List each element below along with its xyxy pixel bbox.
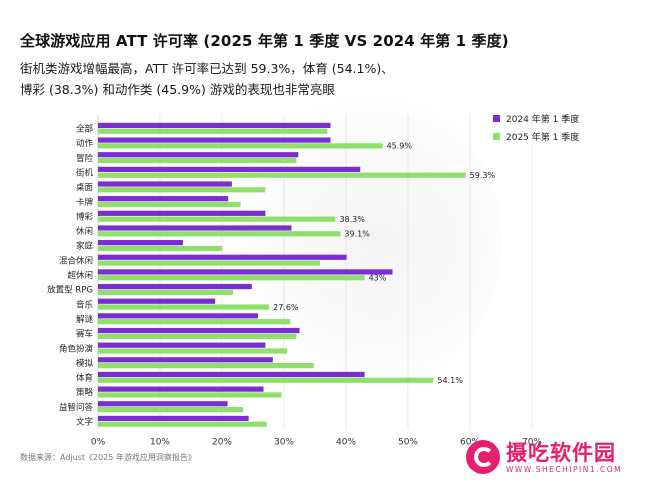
bar-2024 <box>98 225 292 231</box>
legend-label-2024: 2024 年第 1 季度 <box>506 114 580 125</box>
bar-2025 <box>98 363 314 369</box>
data-label: 27.6% <box>273 303 299 312</box>
bar-2025 <box>98 333 297 339</box>
category-label: 街机 <box>76 167 94 178</box>
bar-2024 <box>98 137 331 143</box>
category-label: 音乐 <box>76 299 94 310</box>
chart-subtitle: 街机类游戏增幅最高，ATT 许可率已达到 59.3%，体育 (54.1%)、 博… <box>20 58 580 100</box>
x-tick-label: 10% <box>150 438 170 448</box>
bar-2024 <box>98 401 228 407</box>
data-label: 45.9% <box>387 142 413 151</box>
subtitle-line-2: 博彩 (38.3%) 和动作类 (45.9%) 游戏的表现也非常亮眼 <box>20 82 335 97</box>
bar-2025 <box>98 245 222 252</box>
category-label: 赛车 <box>76 329 93 340</box>
category-label: 家庭 <box>76 241 94 252</box>
category-label: 卡牌 <box>76 197 94 208</box>
x-tick-label: 50% <box>398 438 418 448</box>
x-tick-label: 30% <box>274 438 294 448</box>
x-tick-label: 0% <box>91 438 106 448</box>
bar-2024 <box>98 166 361 172</box>
category-label: 体育 <box>76 373 93 384</box>
category-label: 策略 <box>76 387 94 398</box>
site-logo: 摄吃软件园 WWW.SHECHIPIN1.COM <box>466 440 622 474</box>
chart-title: 全球游戏应用 ATT 许可率 (2025 年第 1 季度 VS 2024 年第 … <box>20 32 509 50</box>
bar-2024 <box>98 386 264 392</box>
bar-2025 <box>98 187 266 193</box>
bar-2025 <box>98 275 365 281</box>
data-label: 59.3% <box>470 171 496 180</box>
bar-2025 <box>98 128 328 134</box>
legend: 2024 年第 1 季度 2025 年第 1 季度 <box>493 109 579 145</box>
legend-swatch-2024 <box>493 114 500 122</box>
category-label: 超休闲 <box>67 270 93 281</box>
bar-2025 <box>98 421 267 427</box>
source-note: 数据来源：Adjust《2025 年游戏应用洞察报告》 <box>20 453 196 462</box>
category-label: 混合休闲 <box>59 255 93 266</box>
x-tick-label: 70% <box>522 438 542 448</box>
bar-2024 <box>98 269 393 275</box>
category-label: 桌面 <box>76 182 94 193</box>
bar-2024 <box>98 254 347 260</box>
bar-2025 <box>98 143 383 149</box>
category-label: 动作 <box>76 138 94 149</box>
bar-2025 <box>98 216 336 222</box>
bar-2025 <box>98 406 244 413</box>
data-label: 38.3% <box>339 215 365 224</box>
bar-2024 <box>98 152 299 158</box>
data-label: 43% <box>369 274 387 283</box>
logo-icon <box>466 440 500 474</box>
category-label: 全部 <box>76 124 94 135</box>
legend-item-2024: 2024 年第 1 季度 <box>493 109 579 127</box>
bar-2024 <box>98 357 273 363</box>
bar-2024 <box>98 122 331 129</box>
subtitle-line-1: 街机类游戏增幅最高，ATT 许可率已达到 59.3%，体育 (54.1%)、 <box>20 61 394 76</box>
data-label: 54.1% <box>437 376 463 385</box>
bar-2025 <box>98 289 234 295</box>
bar-2025 <box>98 348 288 354</box>
bar-2024 <box>98 210 266 216</box>
x-tick-label: 60% <box>460 438 480 448</box>
bar-2025 <box>98 157 297 164</box>
bar-2025 <box>98 201 241 208</box>
legend-item-2025: 2025 年第 1 季度 <box>493 127 579 145</box>
category-label: 角色扮演 <box>59 343 94 354</box>
x-tick-label: 20% <box>212 438 232 448</box>
bar-2024 <box>98 298 216 304</box>
legend-label-2025: 2025 年第 1 季度 <box>506 132 580 143</box>
bar-2024 <box>98 181 232 187</box>
logo-url: WWW.SHECHIPIN1.COM <box>506 464 623 474</box>
bar-2025 <box>98 172 466 178</box>
bar-2024 <box>98 415 249 422</box>
bar-2025 <box>98 260 320 266</box>
bar-2025 <box>98 231 341 237</box>
category-label: 博彩 <box>76 211 94 222</box>
category-label: 益智问答 <box>59 402 94 413</box>
bar-2025 <box>98 304 270 310</box>
bar-2024 <box>98 196 229 202</box>
category-label: 放置型 RPG <box>47 285 93 296</box>
category-label: 文字 <box>76 417 93 428</box>
bar-2024 <box>98 342 266 348</box>
x-tick-label: 40% <box>336 438 356 448</box>
category-label: 模拟 <box>76 358 94 369</box>
bar-2024 <box>98 240 183 246</box>
logo-name: 摄吃软件园 <box>506 440 616 465</box>
bar-2024 <box>98 327 300 334</box>
bar-2024 <box>98 283 252 290</box>
data-label: 39.1% <box>344 230 370 239</box>
category-label: 解谜 <box>76 314 94 325</box>
category-label: 休闲 <box>76 226 93 237</box>
bar-2025 <box>98 377 434 383</box>
legend-swatch-2025 <box>493 132 500 140</box>
bar-2024 <box>98 371 365 378</box>
bar-2025 <box>98 319 291 325</box>
bar-2025 <box>98 392 282 398</box>
category-label: 冒险 <box>76 153 94 164</box>
bar-2024 <box>98 313 258 319</box>
